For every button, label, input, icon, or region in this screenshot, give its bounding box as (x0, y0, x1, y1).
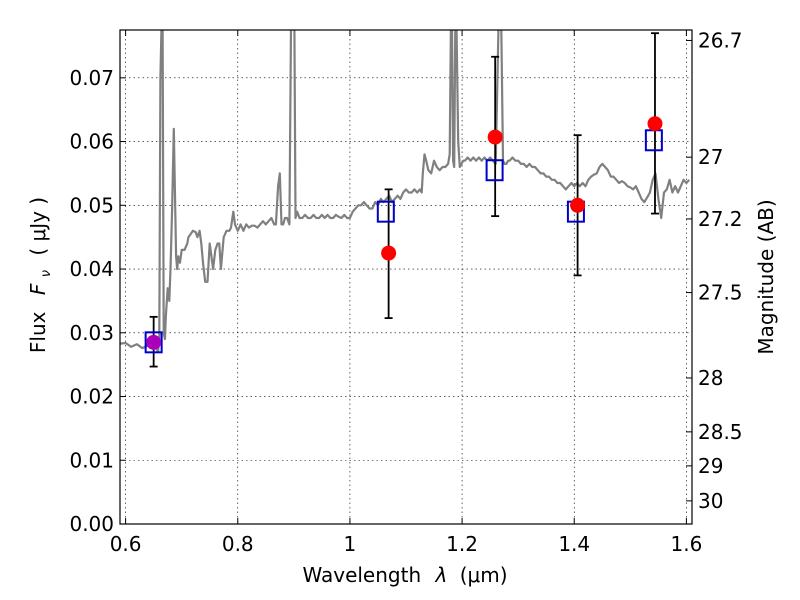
model-photometry-square (376, 200, 395, 223)
axis-ticks: 0.6 0.8 1 1.2 1.4 1.6 0.00 0.01 0.02 0.03 0.04 0.05… (69, 28, 742, 556)
y-tick-label: 0.01 (69, 448, 114, 472)
y-axis-label-subscript: ν (39, 270, 54, 277)
magnitude-tick-label: 26.7 (698, 28, 743, 52)
observed-flux-point (487, 129, 503, 145)
model-photometry-square (485, 159, 504, 182)
y-axis-label-unit: ( μJy ) (26, 197, 50, 256)
x-axis-label-unit: (μm) (460, 563, 508, 587)
model-photometry-squares (144, 129, 663, 354)
y-tick-label: 0.04 (69, 257, 114, 281)
y-tick-label: 0.07 (69, 66, 114, 90)
x-tick-label: 0.8 (222, 532, 254, 556)
observed-flux-point (647, 116, 663, 132)
magnitude-tick-label: 30 (698, 489, 723, 513)
x-tick-label: 1.6 (670, 532, 702, 556)
y-axis-label-symbol: F (26, 283, 50, 295)
x-tick-label: 1.2 (446, 532, 478, 556)
magnitude-tick-label: 27.5 (698, 281, 743, 305)
model-spectrum (120, 30, 691, 353)
y-tick-label: 0.05 (69, 193, 114, 217)
observed-flux-points (146, 116, 663, 350)
y-tick-label: 0.00 (69, 512, 114, 536)
magnitude-tick-label: 27.2 (698, 207, 743, 231)
x-tick-label: 1 (344, 532, 357, 556)
y-tick-label: 0.06 (69, 130, 114, 154)
x-tick-label: 1.4 (558, 532, 590, 556)
x-axis-label: Wavelength λ (μm) (302, 563, 507, 587)
magnitude-tick-label: 29 (698, 454, 723, 478)
magnitude-tick-label: 27 (698, 145, 723, 169)
model-spectrum-line (120, 30, 691, 353)
x-axis-label-symbol: λ (435, 563, 448, 587)
y-tick-label: 0.03 (69, 321, 114, 345)
observed-flux-point (381, 245, 397, 261)
model-photometry-square (144, 331, 163, 354)
y-axis-label-prefix: Flux (26, 311, 50, 353)
y-tick-label: 0.02 (69, 385, 114, 409)
x-axis-label-prefix: Wavelength (302, 563, 421, 587)
y-axis-label: Flux F ν ( μJy ) (26, 197, 55, 353)
observed-flux-point (570, 197, 586, 213)
plot-frame (119, 29, 693, 525)
magnitude-axis-label: Magnitude (AB) (754, 199, 778, 354)
x-tick-label: 0.6 (110, 532, 142, 556)
highlight-flux-point (146, 334, 162, 350)
magnitude-tick-label: 28.5 (698, 420, 743, 444)
magnitude-tick-label: 28 (698, 366, 723, 390)
